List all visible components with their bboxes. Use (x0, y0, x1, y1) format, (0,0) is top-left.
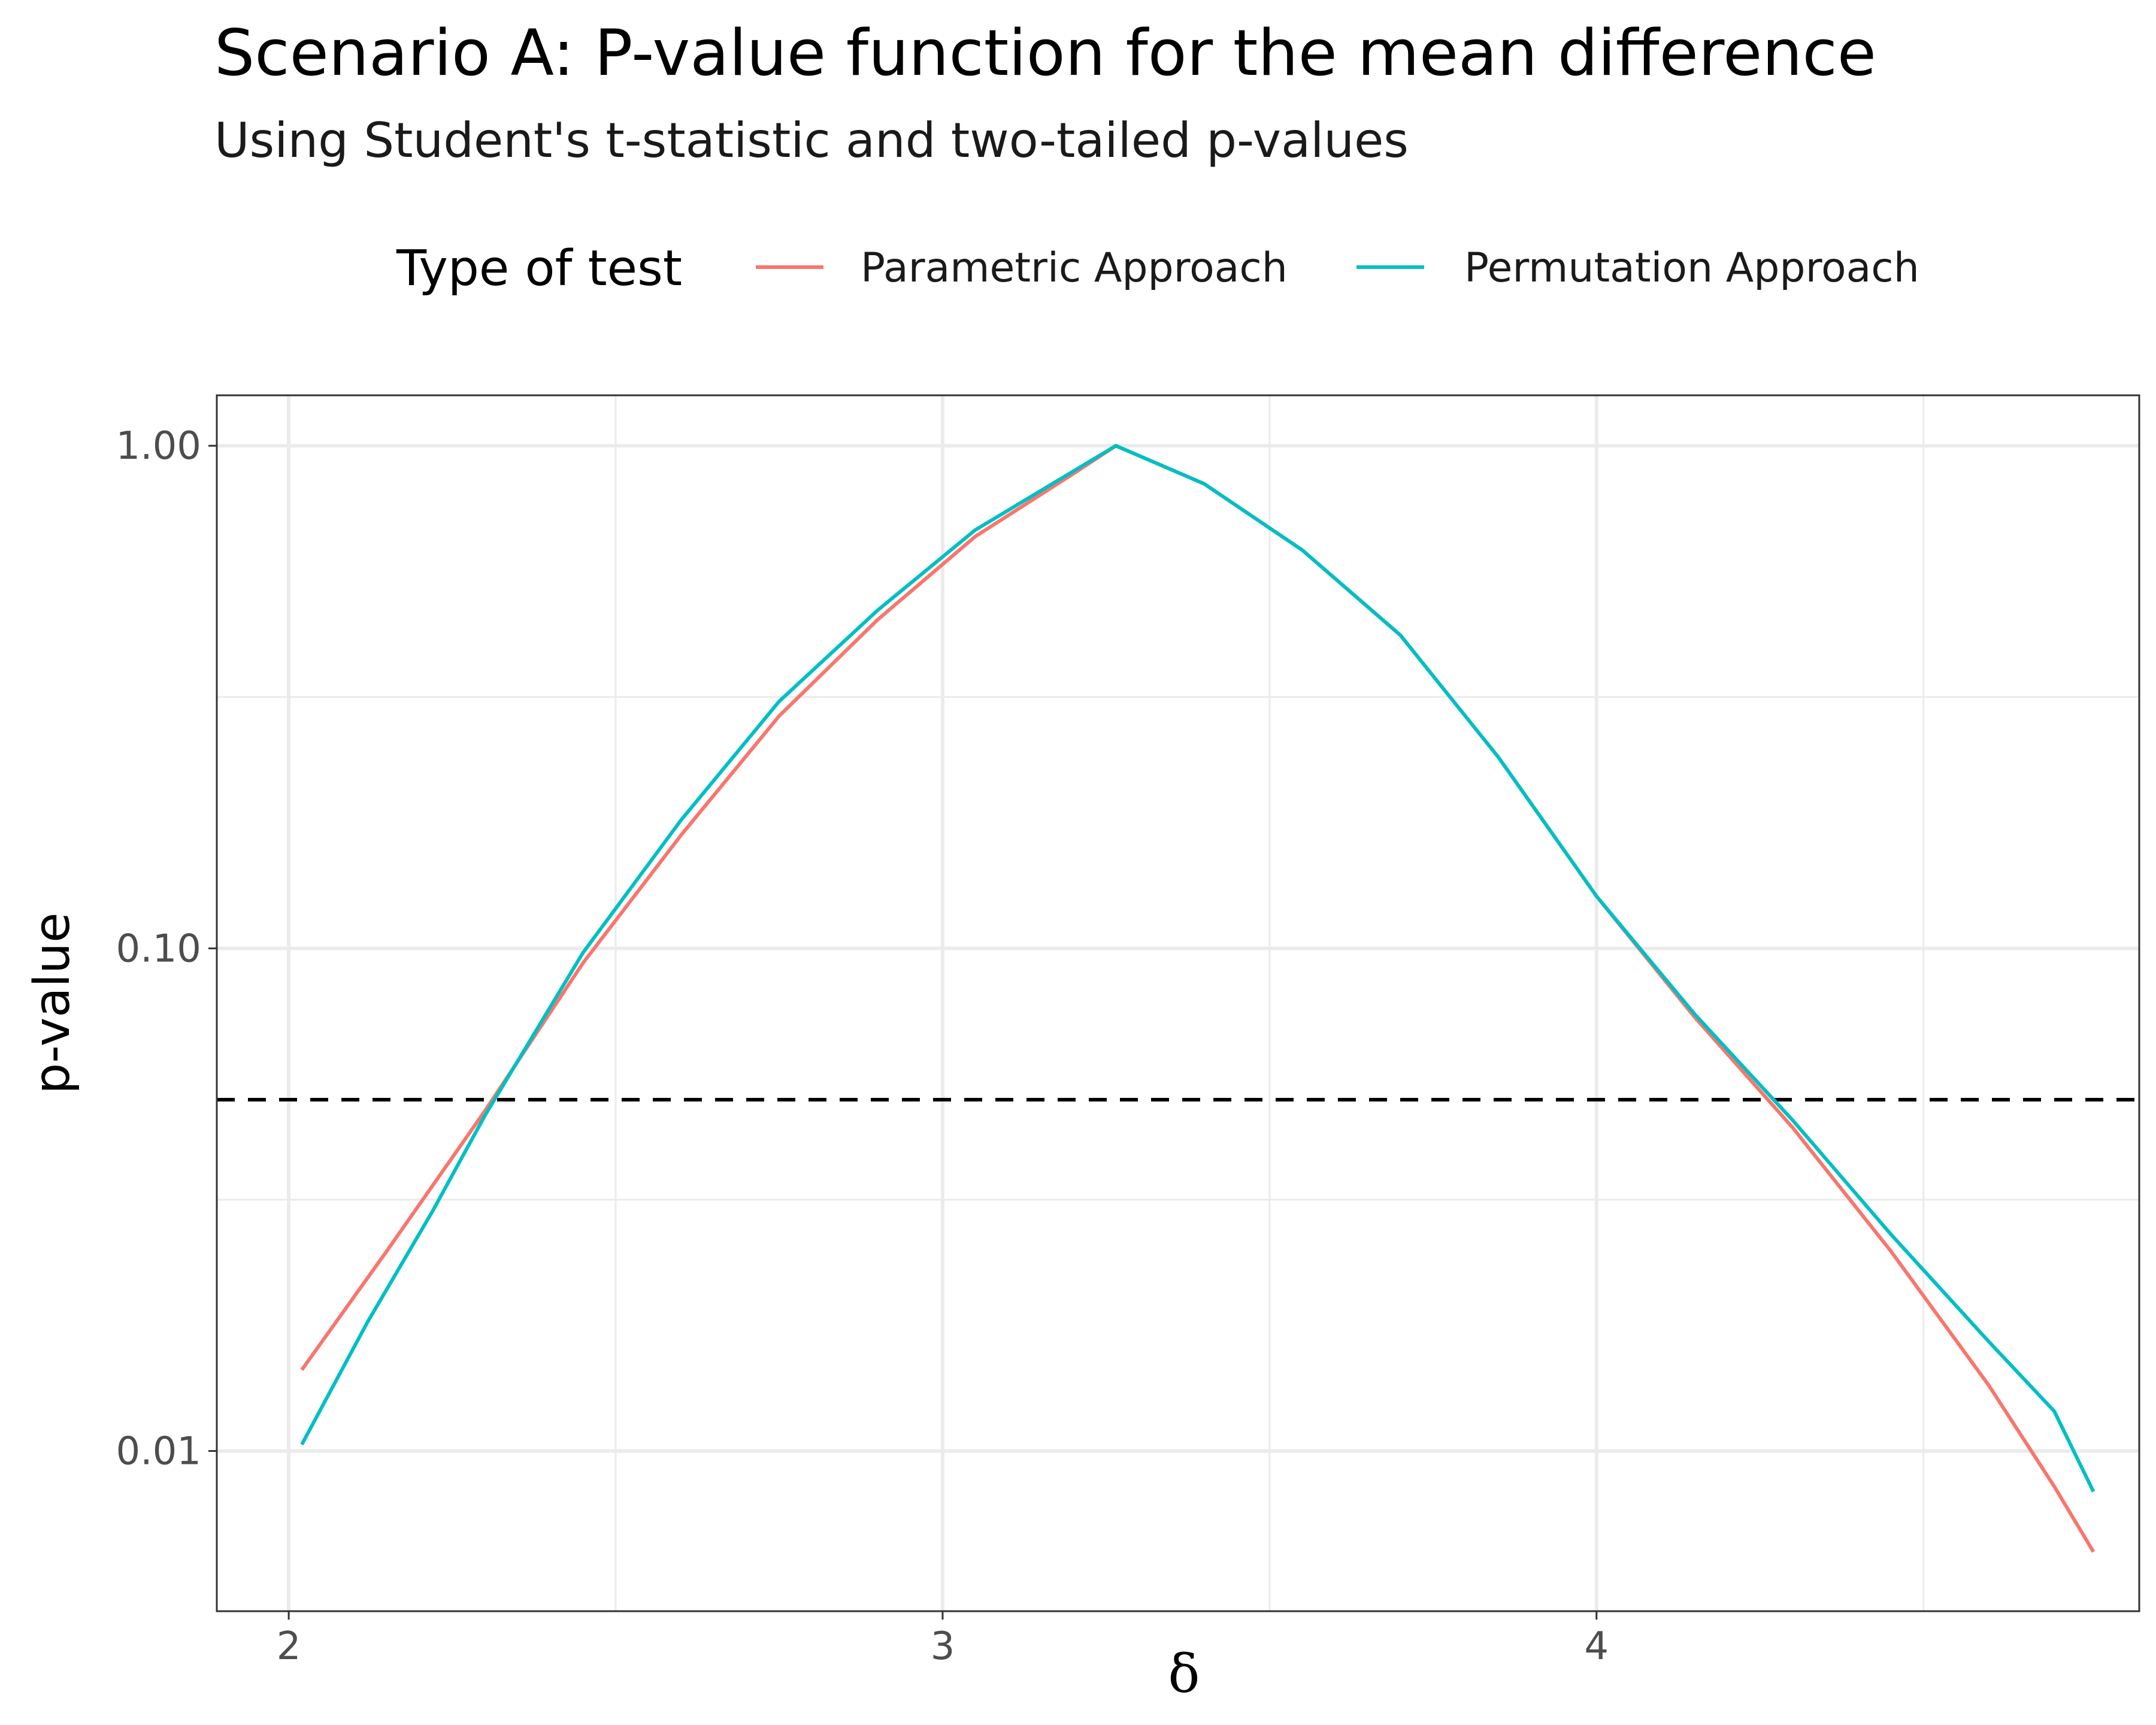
x-tick-label: 4 (1584, 1624, 1609, 1669)
x-tick-label: 2 (277, 1624, 301, 1669)
legend: Type of test Parametric Approach Permuta… (396, 240, 1919, 297)
series-line-permutation (300, 444, 2096, 1493)
plot-panel-border (216, 394, 2140, 1612)
y-axis-title: p-value (24, 912, 81, 1094)
grid (217, 395, 2139, 1611)
y-tick-label: 0.10 (116, 927, 202, 971)
legend-label-parametric: Parametric Approach (861, 244, 1288, 292)
y-tick-label: 0.01 (116, 1430, 202, 1474)
legend-title: Type of test (396, 240, 682, 297)
chart-subtitle: Using Student's t-statistic and two-tail… (214, 113, 1409, 168)
y-tick-label: 1.00 (116, 424, 202, 468)
series-layer (300, 444, 2096, 1553)
axis-ticks: 2 3 4 0.01 0.10 1.00 (116, 424, 1609, 1669)
chart-title: Scenario A: P-value function for the mea… (214, 16, 1876, 90)
x-axis-title: δ (1168, 1643, 1200, 1705)
legend-label-permutation: Permutation Approach (1464, 244, 1919, 292)
x-tick-label: 3 (931, 1624, 955, 1669)
